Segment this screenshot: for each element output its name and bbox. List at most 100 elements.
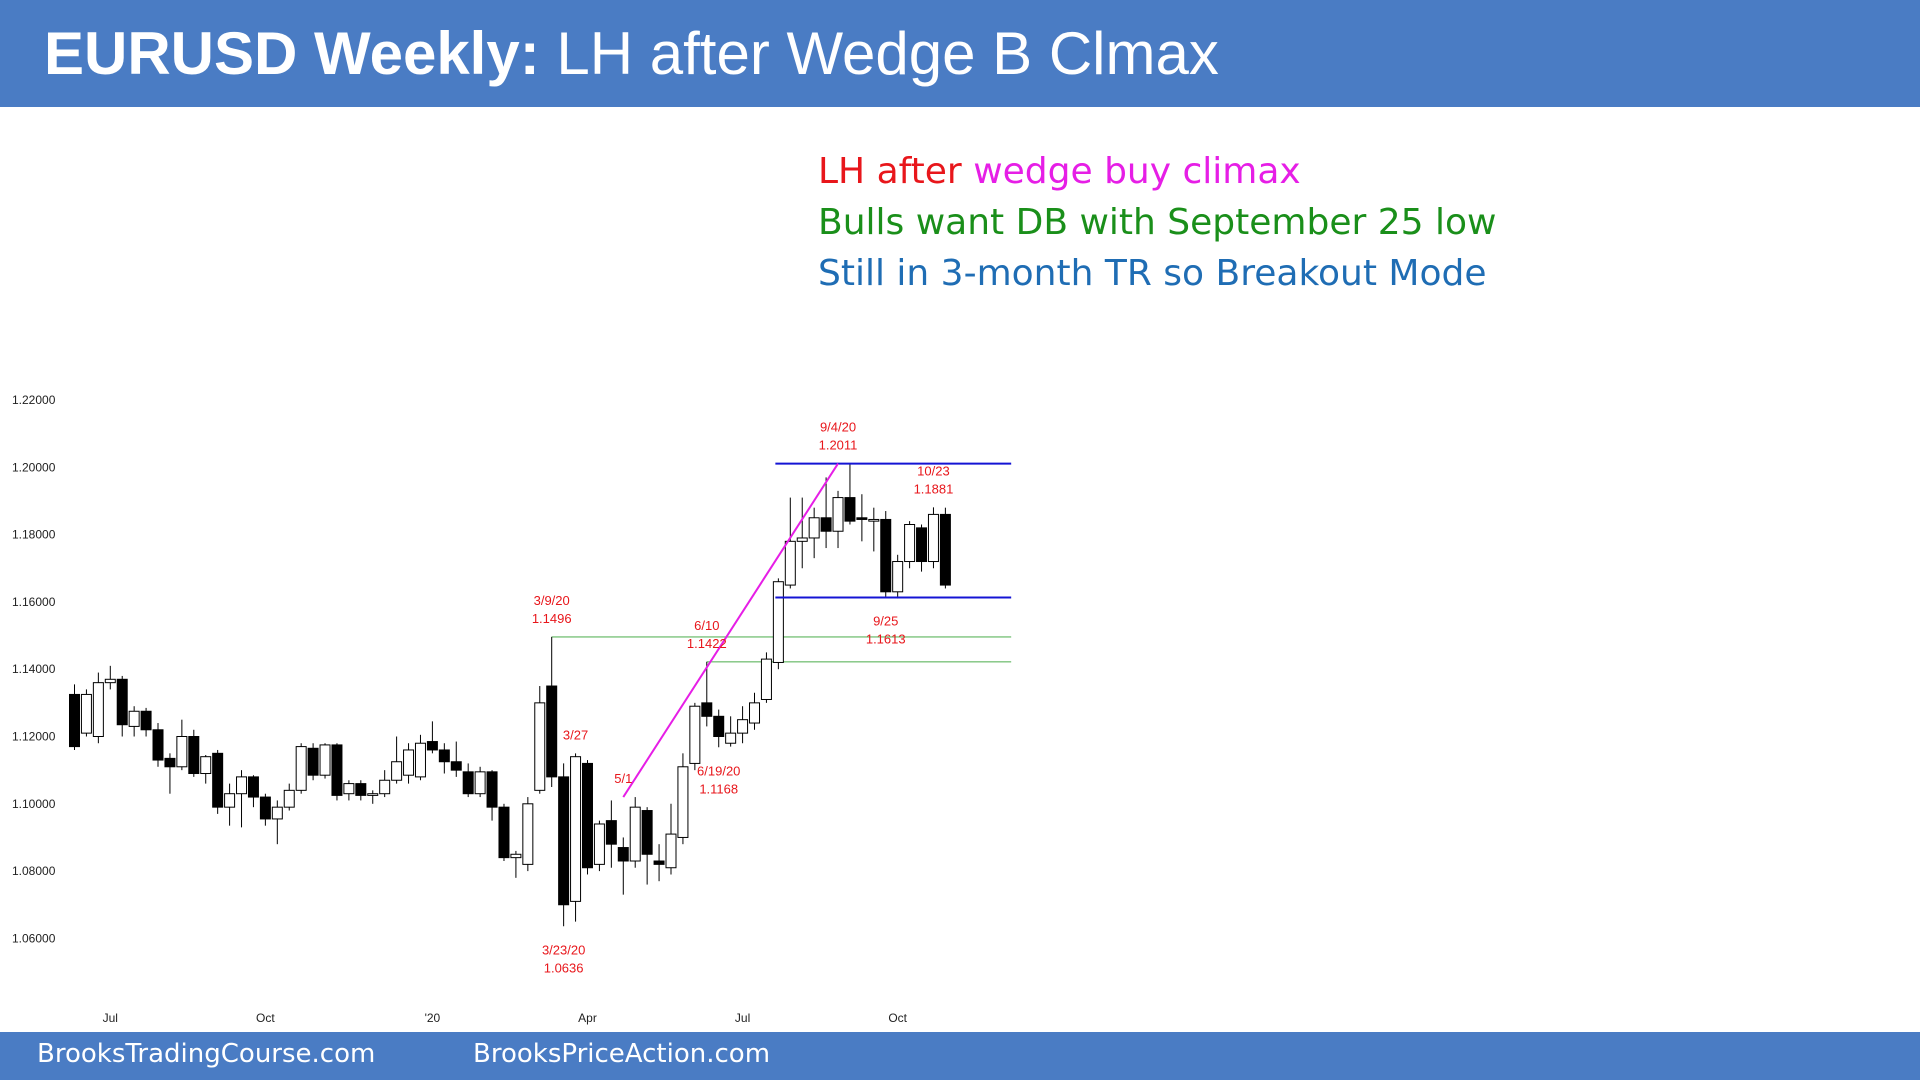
candle bbox=[665, 803, 677, 875]
candle bbox=[92, 672, 104, 744]
candle bbox=[498, 803, 510, 862]
x-tick-label: Oct bbox=[888, 1011, 907, 1025]
y-tick-label: 1.18000 bbox=[12, 528, 56, 542]
bull-candle-body bbox=[760, 658, 772, 700]
candle bbox=[247, 775, 259, 808]
annotation-date: 3/23/20 bbox=[542, 942, 585, 957]
candlestick-chart: 1.22000 1.20000 1.18000 1.16000 1.14000 1.120… bbox=[12, 393, 1012, 1025]
candle bbox=[414, 734, 426, 781]
bull-candle-body bbox=[414, 742, 426, 778]
candle bbox=[534, 686, 546, 794]
y-tick-label: 1.16000 bbox=[12, 595, 56, 609]
bear-candle-body bbox=[307, 747, 319, 776]
bull-candle-body bbox=[92, 682, 104, 737]
candle bbox=[522, 797, 534, 872]
bear-candle-body bbox=[188, 736, 200, 775]
bear-candle-body bbox=[641, 810, 653, 855]
bull-candle-body bbox=[784, 540, 796, 586]
candle bbox=[868, 507, 880, 552]
bull-candle-body bbox=[749, 702, 761, 724]
candle bbox=[152, 723, 164, 767]
bear-candle-body bbox=[486, 771, 498, 808]
candle bbox=[212, 749, 224, 814]
annotation-price: 1.1168 bbox=[699, 781, 738, 796]
candle bbox=[916, 524, 928, 572]
candle bbox=[689, 702, 701, 771]
candle bbox=[355, 780, 367, 801]
bear-candle-body bbox=[713, 715, 725, 737]
candle bbox=[772, 578, 784, 670]
bear-candle-body bbox=[498, 806, 510, 859]
annotation-date: 9/25 bbox=[873, 614, 898, 629]
candle bbox=[343, 780, 355, 801]
candle bbox=[200, 755, 212, 784]
bull-candle-body bbox=[629, 806, 641, 862]
candle bbox=[713, 709, 725, 748]
candle bbox=[391, 736, 403, 784]
candle bbox=[69, 684, 80, 750]
bear-candle-body bbox=[426, 741, 438, 751]
y-tick-label: 1.14000 bbox=[12, 662, 56, 676]
candle bbox=[271, 800, 283, 845]
candle bbox=[581, 760, 593, 875]
footer-bar: BrooksTradingCourse.com BrooksPriceActio… bbox=[0, 1032, 1920, 1080]
y-tick-label: 1.20000 bbox=[12, 460, 56, 474]
candle bbox=[450, 741, 462, 777]
bull-candle-body bbox=[403, 749, 415, 776]
candle bbox=[319, 743, 331, 779]
title-bold: EURUSD Weekly: bbox=[44, 20, 540, 87]
candle bbox=[760, 652, 772, 703]
candle bbox=[749, 692, 761, 730]
annotation-date: 5/1 bbox=[614, 771, 632, 786]
y-tick-label: 1.06000 bbox=[12, 931, 56, 945]
note-line-3: Still in 3-month TR so Breakout Mode bbox=[818, 253, 1487, 294]
bull-candle-body bbox=[224, 793, 236, 808]
bear-candle-body bbox=[844, 497, 856, 522]
bear-candle-body bbox=[462, 771, 474, 795]
note-lh: LH after bbox=[818, 151, 974, 192]
candle bbox=[331, 743, 343, 801]
bull-candle-body bbox=[128, 710, 140, 727]
bull-candle-body bbox=[677, 766, 689, 838]
bear-candle-body bbox=[558, 776, 570, 906]
bear-candle-body bbox=[212, 752, 224, 808]
annotation-date: 9/4/20 bbox=[820, 420, 856, 435]
candle bbox=[426, 721, 438, 754]
candle bbox=[784, 497, 796, 589]
x-tick-label: Apr bbox=[578, 1011, 597, 1025]
annotation-date: 3/9/20 bbox=[534, 593, 570, 608]
candle bbox=[236, 770, 248, 828]
footer-left-link[interactable]: BrooksTradingCourse.com bbox=[37, 1039, 376, 1069]
page-title: EURUSD Weekly: LH after Wedge B Clmax bbox=[44, 14, 1219, 94]
candle bbox=[176, 719, 188, 771]
bear-candle-body bbox=[438, 749, 450, 763]
candle bbox=[164, 753, 176, 794]
bull-candle-body bbox=[295, 746, 307, 791]
candle bbox=[403, 743, 415, 784]
candle bbox=[617, 837, 629, 895]
candle bbox=[570, 753, 582, 922]
bull-candle-body bbox=[343, 783, 355, 795]
bull-candle-body bbox=[176, 736, 188, 768]
candle bbox=[546, 636, 558, 787]
bull-candle-body bbox=[80, 693, 92, 734]
candle bbox=[128, 706, 140, 737]
candle bbox=[939, 507, 951, 589]
candle bbox=[701, 661, 713, 727]
bull-candle-body bbox=[832, 497, 844, 532]
candle bbox=[605, 800, 617, 868]
annotation-date: 6/19/20 bbox=[697, 763, 740, 778]
annotation-date: 6/10 bbox=[694, 618, 719, 633]
bear-candle-body bbox=[605, 820, 617, 845]
note-line-2: Bulls want DB with September 25 low bbox=[818, 202, 1497, 243]
candle bbox=[438, 743, 450, 774]
candle bbox=[486, 770, 498, 821]
bear-candle-body bbox=[152, 729, 164, 761]
bear-candle-body bbox=[820, 517, 832, 532]
bull-candle-body bbox=[808, 517, 820, 539]
footer-right-link[interactable]: BrooksPriceAction.com bbox=[473, 1039, 771, 1069]
bear-candle-body bbox=[331, 744, 343, 796]
candle bbox=[104, 665, 116, 690]
candle bbox=[725, 716, 737, 747]
candle bbox=[880, 511, 892, 598]
